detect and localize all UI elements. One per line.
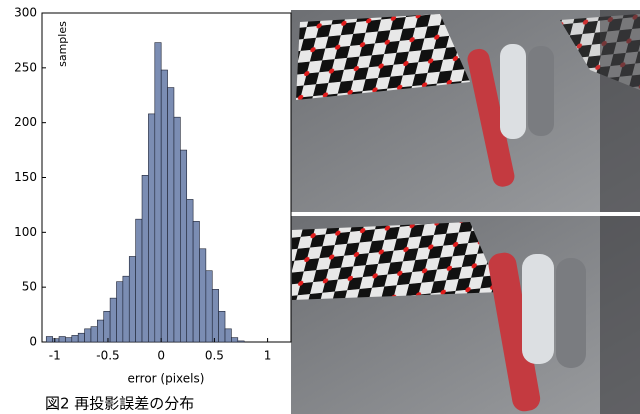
x-axis-label: error (pixels) [128, 372, 205, 386]
x-tick-label: 0 [157, 349, 165, 363]
bar [91, 327, 97, 342]
bar [123, 276, 129, 342]
bar [116, 282, 122, 342]
bar [225, 329, 231, 342]
bar [129, 256, 135, 342]
photo-top [291, 10, 640, 212]
bar [46, 337, 52, 342]
bar [238, 341, 244, 342]
bar [212, 289, 218, 342]
figure: samples error (pixels) 図2 再投影誤差の分布 05010… [0, 0, 640, 414]
bar [148, 114, 154, 342]
bar [72, 335, 78, 342]
bar [187, 199, 193, 342]
photo-bottom [291, 216, 640, 414]
bar [155, 43, 161, 342]
bar [104, 311, 110, 342]
y-tick-label: 150 [14, 170, 37, 184]
x-tick-label: 1 [264, 349, 272, 363]
y-tick-label: 300 [14, 6, 37, 20]
caption: 図2 再投影誤差の分布 [45, 395, 194, 413]
x-tick-label: 0.5 [205, 349, 224, 363]
y-tick-label: 200 [14, 115, 37, 129]
bar [110, 298, 116, 342]
bar [78, 333, 84, 342]
bar [97, 320, 103, 342]
y-tick-label: 100 [14, 225, 37, 239]
bar [231, 338, 237, 342]
bar [85, 329, 91, 342]
x-tick-label: -0.5 [96, 349, 119, 363]
x-tick-label: -1 [49, 349, 61, 363]
bar [136, 219, 142, 342]
bar [193, 221, 199, 342]
bar [53, 339, 59, 342]
bar [206, 271, 212, 342]
bar [168, 88, 174, 342]
bar [180, 150, 186, 342]
bar [199, 249, 205, 342]
bar [174, 117, 180, 342]
bar [142, 175, 148, 342]
bar [219, 311, 225, 342]
y-tick-label: 250 [14, 60, 37, 74]
bar [65, 338, 71, 342]
y-axis-label: samples [56, 21, 69, 67]
y-tick-label: 0 [29, 335, 37, 349]
bar [161, 70, 167, 342]
y-tick-label: 50 [22, 280, 37, 294]
bar [59, 337, 65, 342]
